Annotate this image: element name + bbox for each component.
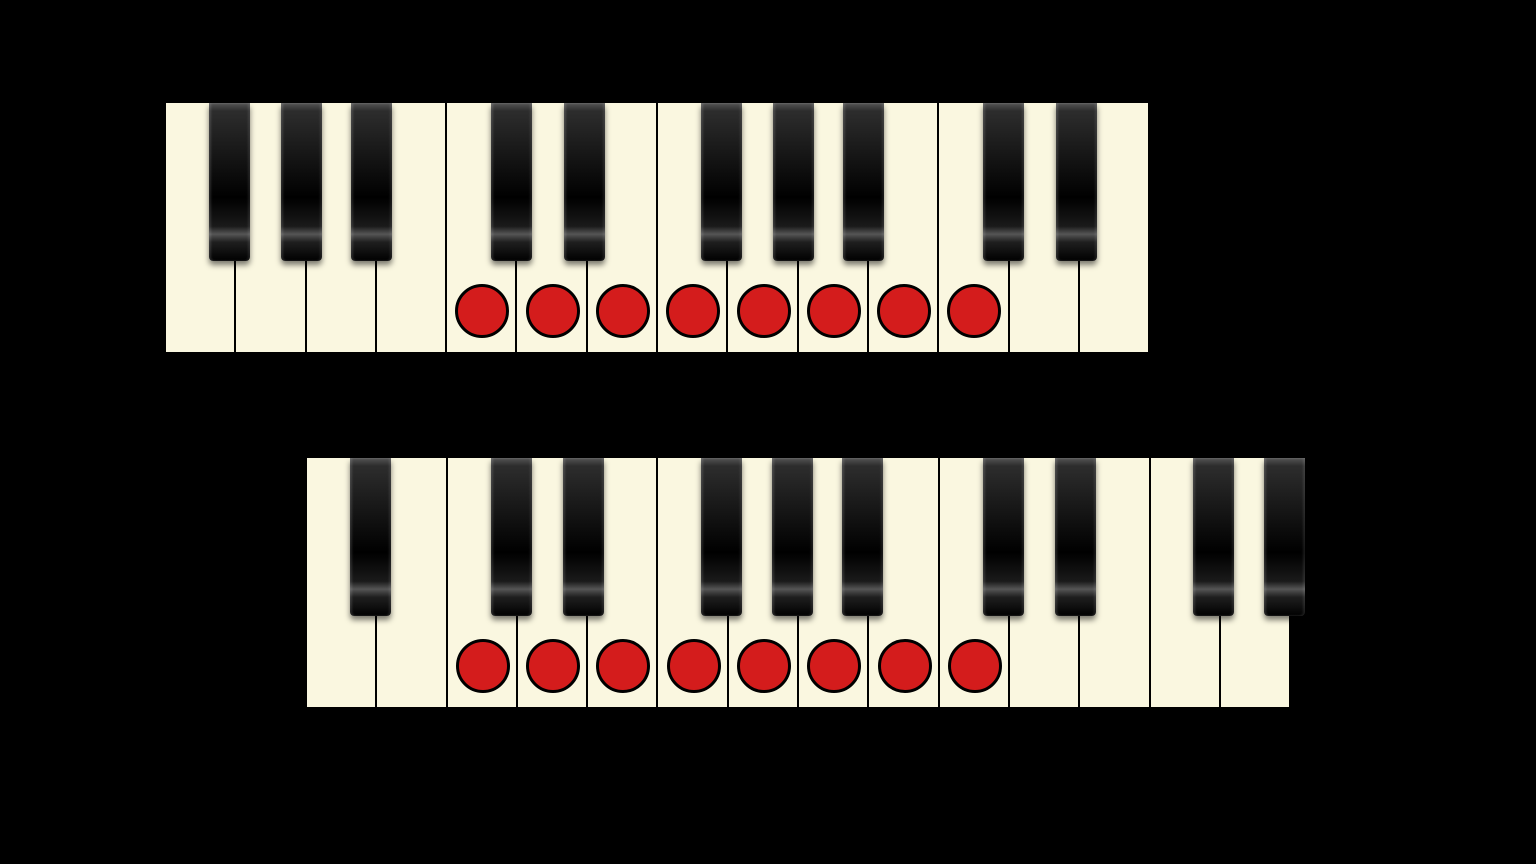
- black-key: [350, 458, 391, 616]
- note-marker: [667, 639, 721, 693]
- note-marker: [596, 284, 650, 338]
- black-key: [701, 458, 742, 616]
- note-marker: [526, 284, 580, 338]
- black-key: [1264, 458, 1305, 616]
- black-key: [1193, 458, 1234, 616]
- note-marker: [526, 639, 580, 693]
- note-marker: [807, 284, 861, 338]
- black-key: [563, 458, 604, 616]
- note-marker: [878, 639, 932, 693]
- note-marker: [877, 284, 931, 338]
- note-marker: [807, 639, 861, 693]
- black-key: [701, 103, 742, 261]
- note-marker: [948, 639, 1002, 693]
- note-marker: [666, 284, 720, 338]
- black-key: [983, 103, 1024, 261]
- black-key: [351, 103, 392, 261]
- black-key: [491, 103, 532, 261]
- black-key: [209, 103, 250, 261]
- keyboard-2: [307, 458, 1291, 707]
- note-marker: [456, 639, 510, 693]
- note-marker: [737, 639, 791, 693]
- note-marker: [596, 639, 650, 693]
- note-marker: [455, 284, 509, 338]
- black-key: [564, 103, 605, 261]
- black-key: [842, 458, 883, 616]
- black-key: [1056, 103, 1097, 261]
- black-key: [773, 103, 814, 261]
- black-key: [983, 458, 1024, 616]
- note-marker: [737, 284, 791, 338]
- black-key: [772, 458, 813, 616]
- keyboard-1: [166, 103, 1150, 352]
- black-key: [843, 103, 884, 261]
- black-key: [281, 103, 322, 261]
- black-key: [491, 458, 532, 616]
- black-key: [1055, 458, 1096, 616]
